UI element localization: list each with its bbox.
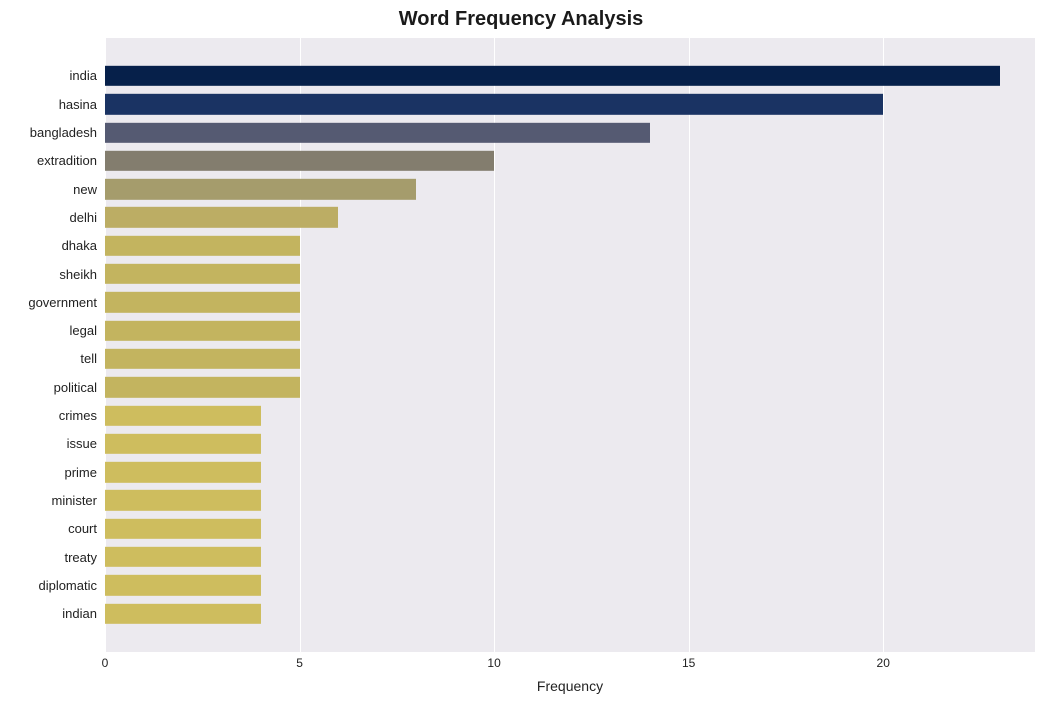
bar-row: tell	[0, 345, 1035, 373]
bar-row: new	[0, 175, 1035, 203]
bar-track	[105, 317, 1035, 345]
x-tick-label: 0	[102, 656, 109, 670]
bar-track	[105, 486, 1035, 514]
bar-label: crimes	[0, 408, 105, 423]
bar-track	[105, 232, 1035, 260]
bar	[105, 490, 261, 510]
bar-track	[105, 90, 1035, 118]
bar-row: treaty	[0, 543, 1035, 571]
bar-label: treaty	[0, 550, 105, 565]
bar-track	[105, 401, 1035, 429]
bar-row: sheikh	[0, 260, 1035, 288]
bar	[105, 575, 261, 595]
bar-row: extradition	[0, 147, 1035, 175]
bar-label: bangladesh	[0, 125, 105, 140]
bar	[105, 94, 883, 114]
bar-label: dhaka	[0, 238, 105, 253]
bar-label: political	[0, 380, 105, 395]
bar-label: indian	[0, 606, 105, 621]
bar	[105, 377, 300, 397]
x-tick-label: 15	[682, 656, 695, 670]
bar-track	[105, 147, 1035, 175]
bar-row: diplomatic	[0, 571, 1035, 599]
bar-label: extradition	[0, 153, 105, 168]
x-axis-ticks: 0 5 10 15 20	[105, 656, 1035, 674]
bar	[105, 405, 261, 425]
x-tick-label: 5	[296, 656, 303, 670]
bar-label: tell	[0, 351, 105, 366]
bar-track	[105, 571, 1035, 599]
bar-row: india	[0, 62, 1035, 90]
bar-label: government	[0, 295, 105, 310]
bar-row: crimes	[0, 401, 1035, 429]
bar-row: delhi	[0, 203, 1035, 231]
bar-label: prime	[0, 465, 105, 480]
bar-row: issue	[0, 430, 1035, 458]
bar	[105, 207, 338, 227]
bar-row: prime	[0, 458, 1035, 486]
bar	[105, 151, 494, 171]
bar-row: dhaka	[0, 232, 1035, 260]
bar-track	[105, 430, 1035, 458]
x-tick-label: 20	[877, 656, 890, 670]
bar-row: minister	[0, 486, 1035, 514]
bar-label: diplomatic	[0, 578, 105, 593]
bar-label: minister	[0, 493, 105, 508]
bar-row: legal	[0, 317, 1035, 345]
bar-label: sheikh	[0, 267, 105, 282]
bar-label: hasina	[0, 97, 105, 112]
bar	[105, 66, 1000, 86]
bar	[105, 122, 650, 142]
bar-track	[105, 345, 1035, 373]
bar	[105, 604, 261, 624]
bar-track	[105, 175, 1035, 203]
bar	[105, 434, 261, 454]
bar-row: hasina	[0, 90, 1035, 118]
bar	[105, 264, 300, 284]
bar	[105, 349, 300, 369]
chart-container: { "chart": { "type": "bar-horizontal", "…	[0, 0, 1042, 701]
bar-row: government	[0, 288, 1035, 316]
bar	[105, 321, 300, 341]
bar-label: india	[0, 68, 105, 83]
bar	[105, 292, 300, 312]
bar-track	[105, 543, 1035, 571]
bar-label: court	[0, 521, 105, 536]
bar-track	[105, 62, 1035, 90]
bar	[105, 462, 261, 482]
x-axis-title: Frequency	[105, 678, 1035, 694]
bar-track	[105, 373, 1035, 401]
bar	[105, 519, 261, 539]
chart-title: Word Frequency Analysis	[0, 8, 1042, 31]
bar	[105, 179, 416, 199]
bar-track	[105, 260, 1035, 288]
bar	[105, 236, 300, 256]
bar-row: court	[0, 515, 1035, 543]
bar-track	[105, 118, 1035, 146]
bar-label: issue	[0, 436, 105, 451]
bar-row: bangladesh	[0, 118, 1035, 146]
bars-layer: india hasina bangladesh extradition new delhi…	[0, 38, 1035, 652]
bar-label: new	[0, 182, 105, 197]
bar-track	[105, 203, 1035, 231]
bar-track	[105, 515, 1035, 543]
bar-track	[105, 458, 1035, 486]
bar-label: legal	[0, 323, 105, 338]
bar	[105, 547, 261, 567]
bar-row: indian	[0, 600, 1035, 628]
bar-label: delhi	[0, 210, 105, 225]
bar-track	[105, 600, 1035, 628]
x-tick-label: 10	[487, 656, 500, 670]
bar-row: political	[0, 373, 1035, 401]
bar-track	[105, 288, 1035, 316]
